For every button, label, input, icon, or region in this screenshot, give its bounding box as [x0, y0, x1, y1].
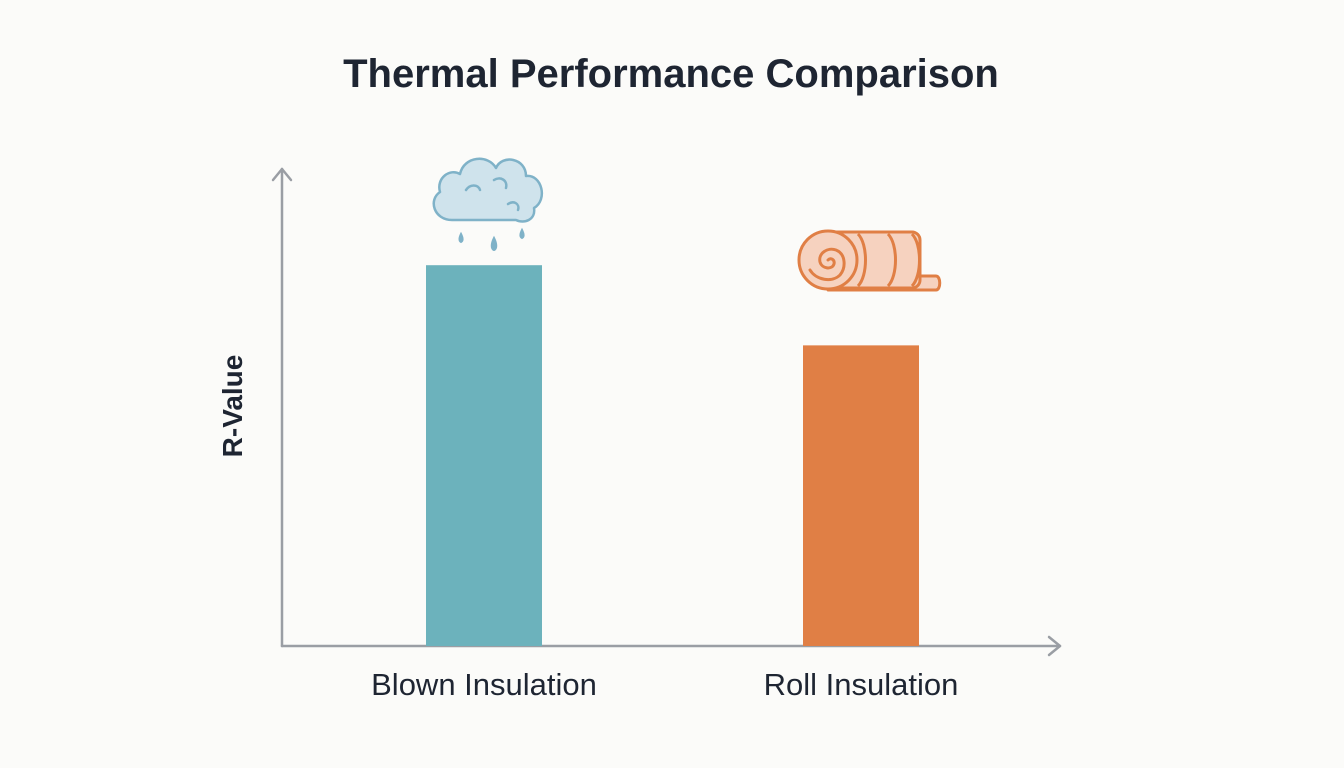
x-tick-labels: Blown Insulation Roll Insulation	[371, 667, 958, 702]
x-tick-label-blown-insulation: Blown Insulation	[371, 667, 597, 702]
x-tick-label-roll-insulation: Roll Insulation	[764, 667, 959, 702]
roll-icon	[797, 229, 942, 292]
y-axis-arrow	[271, 167, 293, 182]
bar-roll-insulation	[803, 345, 919, 646]
chart-title: Thermal Performance Comparison	[343, 52, 999, 96]
bars	[426, 265, 919, 646]
y-axis-label: R-Value	[217, 355, 248, 458]
cloud-icon	[432, 157, 544, 252]
bar-blown-insulation	[426, 265, 542, 646]
x-axis	[280, 635, 1062, 657]
x-axis-arrow	[1047, 635, 1062, 657]
y-axis	[271, 167, 293, 648]
